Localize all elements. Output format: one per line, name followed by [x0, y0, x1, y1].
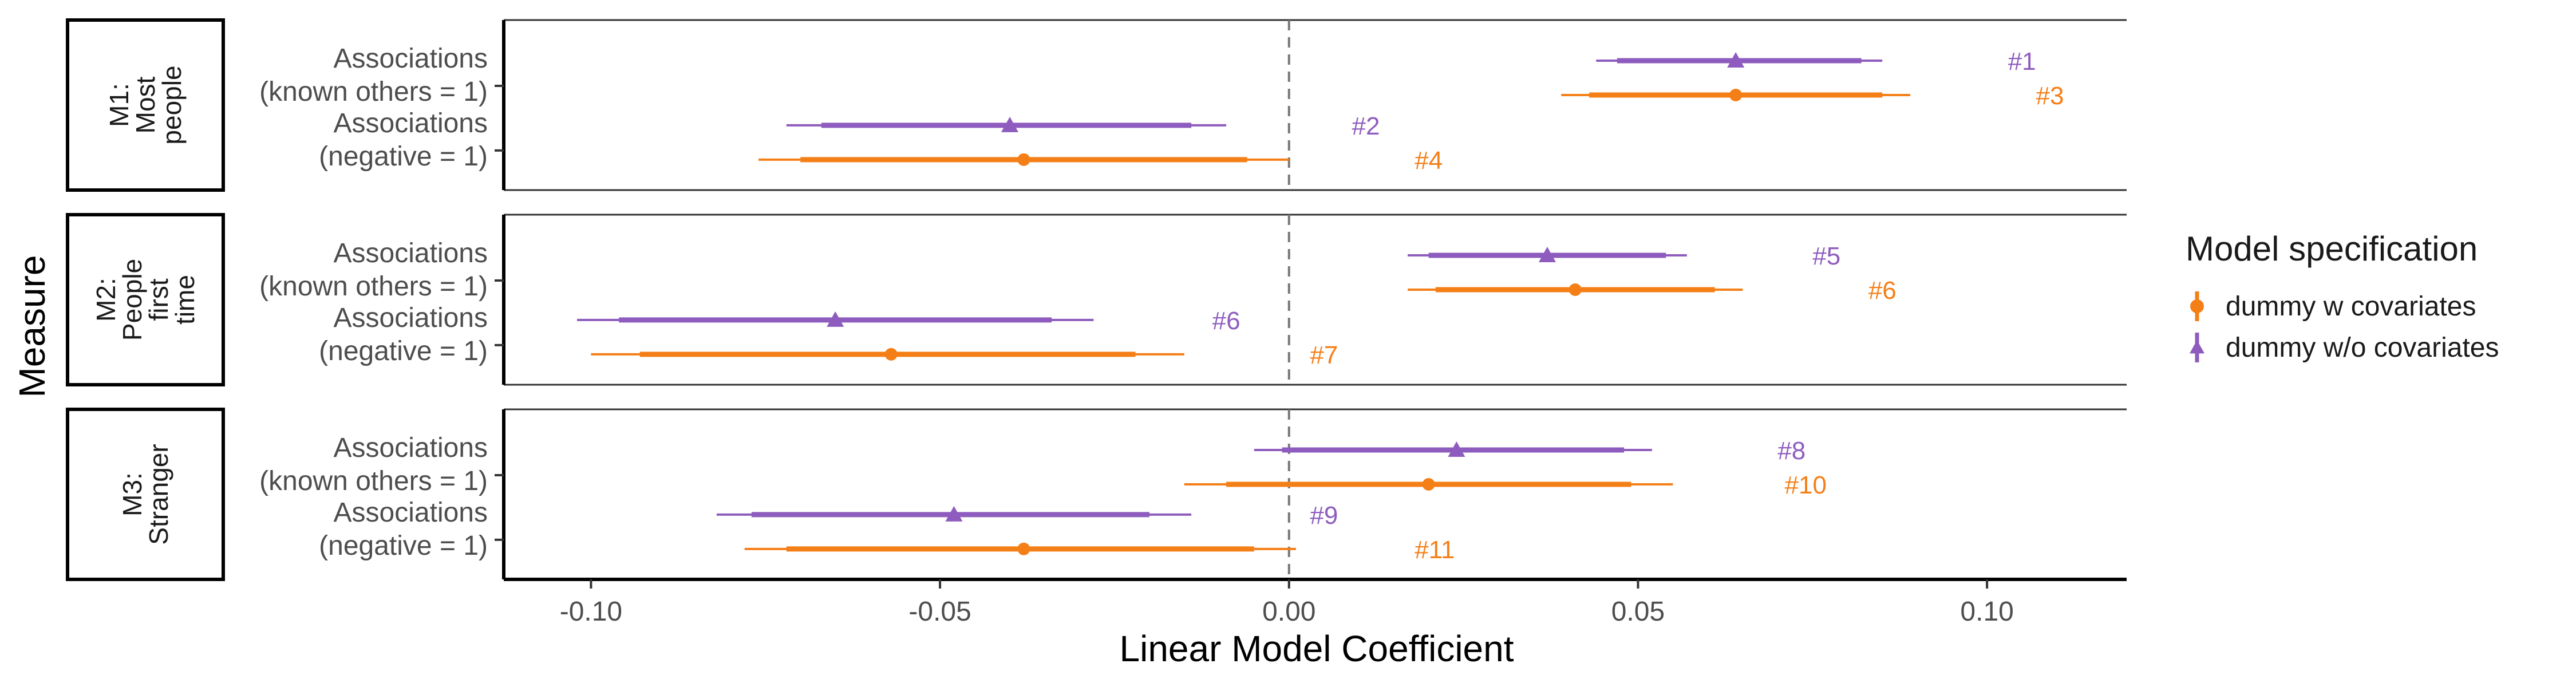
x-tick-label: 0.05	[1611, 597, 1665, 627]
estimate-with-covariates: #10	[1184, 471, 1827, 499]
facet-strip-label-line: M3:	[117, 472, 147, 516]
row-label: Associations (known others = 1)	[259, 238, 488, 302]
facet-strip-box	[66, 213, 225, 386]
y-axis-title: Measure	[11, 255, 53, 398]
estimate-without-covariates: #1	[1596, 48, 2036, 76]
estimate-marker-circle	[1568, 283, 1582, 296]
row-label: Associations (known others = 1)	[259, 433, 488, 496]
row-label-line: Associations	[334, 44, 488, 74]
estimate-without-covariates: #2	[786, 112, 1380, 140]
legend: Model specification dummy w covariates du…	[2186, 230, 2499, 363]
estimate-annotation: #8	[1777, 437, 1805, 465]
row-label-line: (known others = 1)	[259, 271, 488, 302]
estimate-with-covariates: #6	[1408, 277, 1897, 305]
estimate-without-covariates: #5	[1408, 242, 1840, 270]
x-tick-label: -0.05	[908, 597, 971, 627]
legend-key-circle	[2190, 299, 2204, 313]
facet-strip-box	[66, 408, 225, 581]
estimate-with-covariates: #3	[1561, 82, 2064, 110]
estimate-annotation: #1	[2008, 48, 2036, 76]
estimate-with-covariates: #11	[744, 536, 1455, 564]
estimate-annotation: #9	[1310, 502, 1338, 530]
estimate-marker-circle	[884, 348, 898, 361]
x-axis: -0.10 -0.05 0.00 0.05 0.10	[560, 579, 2014, 627]
legend-label: dummy w covariates	[2226, 291, 2476, 322]
estimate-marker-circle	[1017, 542, 1030, 555]
estimate-marker-triangle	[1448, 441, 1465, 457]
facet-strip-box	[66, 18, 225, 192]
facet-strip-label: M3:Stranger	[117, 444, 173, 544]
facet-strip-label: M1:Mostpeople	[104, 65, 187, 144]
x-tick-label: 0.10	[1960, 597, 2013, 627]
facet-strip-label-line: time	[170, 275, 200, 325]
row-label-line: (negative = 1)	[319, 336, 488, 366]
facet-strip-label-line: people	[157, 65, 187, 144]
estimate-without-covariates: #8	[1254, 437, 1805, 465]
legend-entry: dummy w covariates	[2190, 291, 2476, 322]
estimate-marker-triangle	[1538, 246, 1556, 262]
row-label-line: Associations	[334, 238, 488, 269]
panel-3: M3:Stranger Associations (known others = 1…	[66, 408, 2127, 581]
panel-1: M1:Mostpeople Associations (known others =…	[66, 18, 2127, 192]
x-axis-title: Linear Model Coefficient	[1120, 628, 1514, 669]
estimate-annotation: #3	[2036, 82, 2064, 110]
row-label-line: Associations	[334, 303, 488, 333]
estimate-annotation: #11	[1415, 536, 1455, 564]
estimate-marker-circle	[1017, 153, 1030, 166]
estimate-without-covariates: #6	[577, 307, 1240, 335]
facet-strip-label-line: M1:	[104, 83, 134, 127]
x-tick-label: -0.10	[560, 597, 622, 627]
legend-entry: dummy w/o covariates	[2190, 333, 2499, 363]
estimate-annotation: #5	[1812, 242, 1840, 270]
row-label-line: Associations	[334, 433, 488, 463]
estimate-with-covariates: #4	[758, 147, 1443, 175]
legend-key-triangle	[2190, 340, 2204, 354]
estimate-marker-circle	[1729, 88, 1743, 101]
estimate-annotation: #4	[1415, 147, 1443, 175]
row-label-line: (negative = 1)	[319, 141, 488, 172]
row-label-line: (known others = 1)	[259, 77, 488, 107]
row-label: Associations (negative = 1)	[319, 108, 488, 172]
row-label-line: (known others = 1)	[259, 466, 488, 496]
estimate-without-covariates: #9	[716, 502, 1338, 530]
estimate-marker-triangle	[1727, 52, 1745, 68]
estimate-annotation: #6	[1868, 277, 1897, 305]
estimate-annotation: #7	[1310, 341, 1338, 369]
estimate-annotation: #6	[1212, 307, 1240, 335]
row-label: Associations (negative = 1)	[319, 303, 488, 366]
estimate-with-covariates: #7	[591, 341, 1338, 369]
legend-label: dummy w/o covariates	[2226, 333, 2499, 363]
row-label: Associations (negative = 1)	[319, 498, 488, 561]
facet-strip-label-line: People	[117, 259, 147, 341]
estimate-marker-circle	[1422, 477, 1435, 491]
row-label-line: Associations	[334, 108, 488, 139]
facet-strip-label-line: M2:	[91, 278, 121, 322]
estimate-annotation: #10	[1785, 471, 1827, 499]
legend-title: Model specification	[2186, 230, 2478, 268]
estimate-marker-triangle	[945, 506, 963, 522]
row-label-line: (negative = 1)	[319, 531, 488, 561]
facet-strip-label: M2:Peoplefirsttime	[91, 259, 200, 341]
row-label-line: Associations	[334, 498, 488, 528]
facet-strip-label-line: Stranger	[144, 444, 173, 544]
estimate-marker-triangle	[827, 311, 844, 327]
x-tick-label: 0.00	[1262, 597, 1315, 627]
panel-2: M2:Peoplefirsttime Associations (known oth…	[66, 213, 2127, 386]
facet-strip-label-line: Most	[131, 76, 160, 133]
row-label: Associations (known others = 1)	[259, 44, 488, 107]
estimate-annotation: #2	[1352, 112, 1380, 140]
estimate-marker-triangle	[1001, 116, 1019, 132]
facet-strip-label-line: first	[144, 278, 173, 321]
